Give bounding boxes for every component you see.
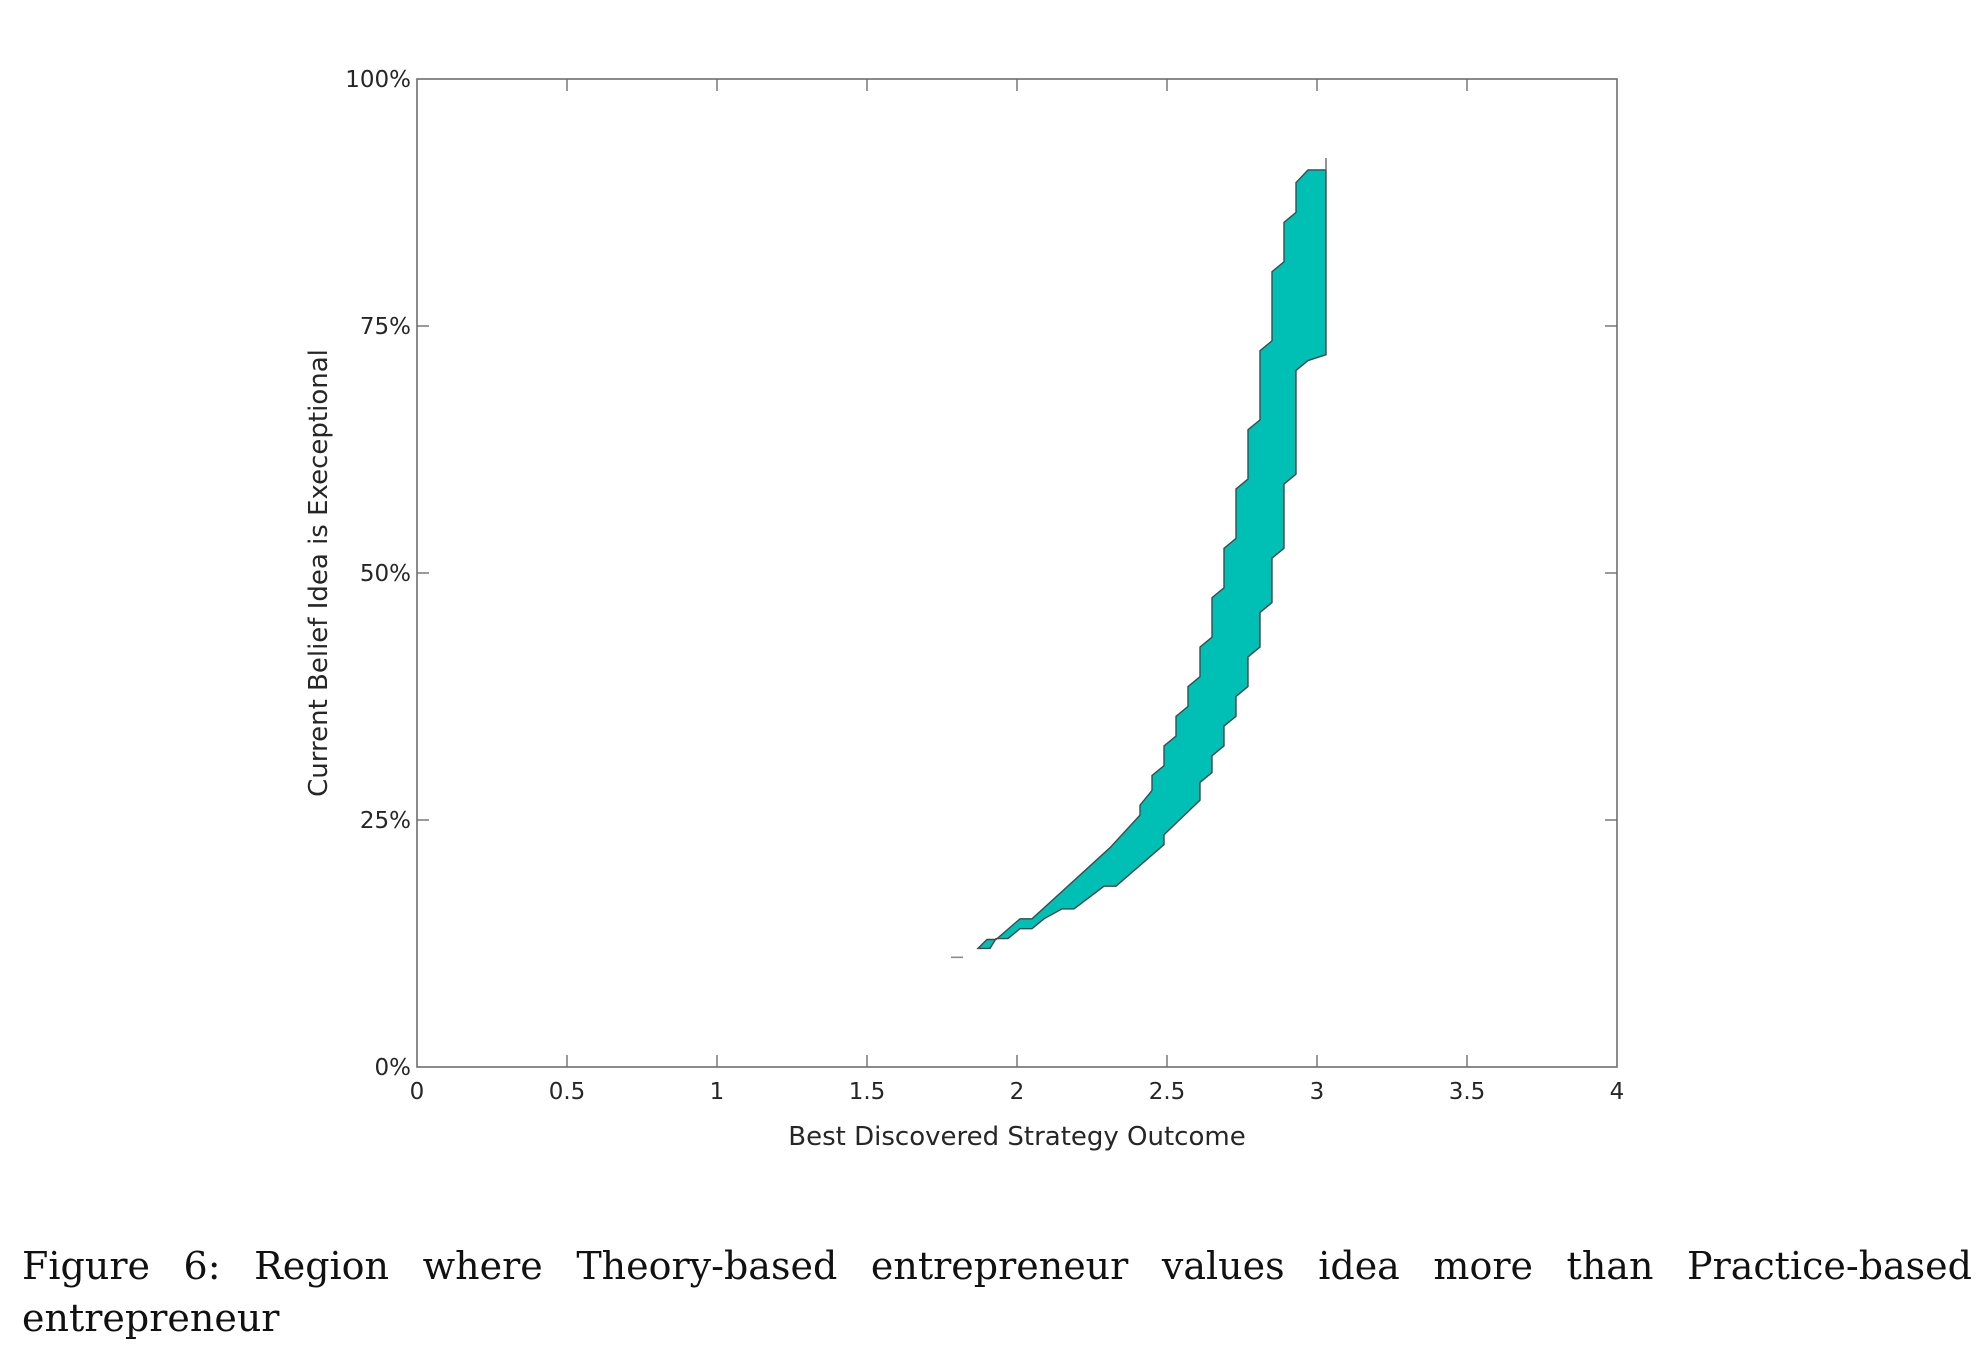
y-tick-label: 0% xyxy=(375,1055,412,1081)
y-axis-title: Current Belief Idea is Execeptional xyxy=(304,349,334,797)
figure-caption: Figure 6: Region where Theory-based entr… xyxy=(22,1244,1972,1340)
plot-area xyxy=(416,78,1618,1068)
region-polygon xyxy=(976,169,1327,950)
x-tick-label: 0.5 xyxy=(549,1079,586,1105)
chart: 0 0.5 1 1.5 2 2.5 3 3.5 4 0% 25% 50% 75% 100% Best D… xyxy=(304,67,1625,1152)
y-axis-tick-labels: 0% 25% 50% 75% 100% xyxy=(345,67,411,1081)
x-tick-label: 3 xyxy=(1310,1079,1325,1105)
x-tick-label: 2 xyxy=(1010,1079,1025,1105)
y-axis-ticks xyxy=(417,325,1617,821)
y-tick-label: 50% xyxy=(360,561,411,587)
x-tick-label: 4 xyxy=(1610,1079,1625,1105)
y-tick-label: 75% xyxy=(360,314,411,340)
y-tick-label: 25% xyxy=(360,808,411,834)
x-axis-title: Best Discovered Strategy Outcome xyxy=(788,1122,1245,1152)
x-axis-ticks xyxy=(566,79,1468,1067)
plot-frame xyxy=(416,78,1618,1068)
x-tick-label: 2.5 xyxy=(1149,1079,1186,1105)
x-axis-tick-labels: 0 0.5 1 1.5 2 2.5 3 3.5 4 xyxy=(410,1079,1625,1105)
x-tick-label: 1.5 xyxy=(849,1079,886,1105)
x-tick-label: 1 xyxy=(710,1079,725,1105)
x-tick-label: 3.5 xyxy=(1449,1079,1486,1105)
y-tick-label: 100% xyxy=(345,67,411,93)
x-tick-label: 0 xyxy=(410,1079,425,1105)
